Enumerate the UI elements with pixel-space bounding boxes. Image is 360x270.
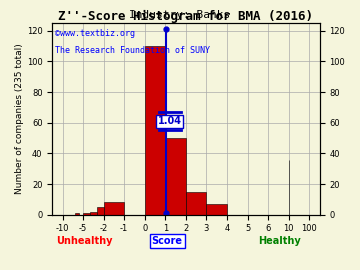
Text: Industry: Banks: Industry: Banks [129,11,231,21]
Text: Score: Score [152,236,183,246]
Text: Unhealthy: Unhealthy [56,236,113,246]
Bar [75,213,79,215]
Bar [104,202,124,215]
Text: The Research Foundation of SUNY: The Research Foundation of SUNY [55,46,210,55]
Text: ©www.textbiz.org: ©www.textbiz.org [55,29,135,38]
Bar [83,213,90,215]
Text: Healthy: Healthy [258,236,301,246]
Bar [186,192,206,215]
Title: Z''-Score Histogram for BMA (2016): Z''-Score Histogram for BMA (2016) [58,10,314,23]
Bar [165,138,186,215]
Bar [145,46,165,215]
Bar [97,207,104,215]
Bar [90,212,97,215]
Y-axis label: Number of companies (235 total): Number of companies (235 total) [15,43,24,194]
Bar [206,204,227,215]
Text: 1.04: 1.04 [158,116,182,126]
